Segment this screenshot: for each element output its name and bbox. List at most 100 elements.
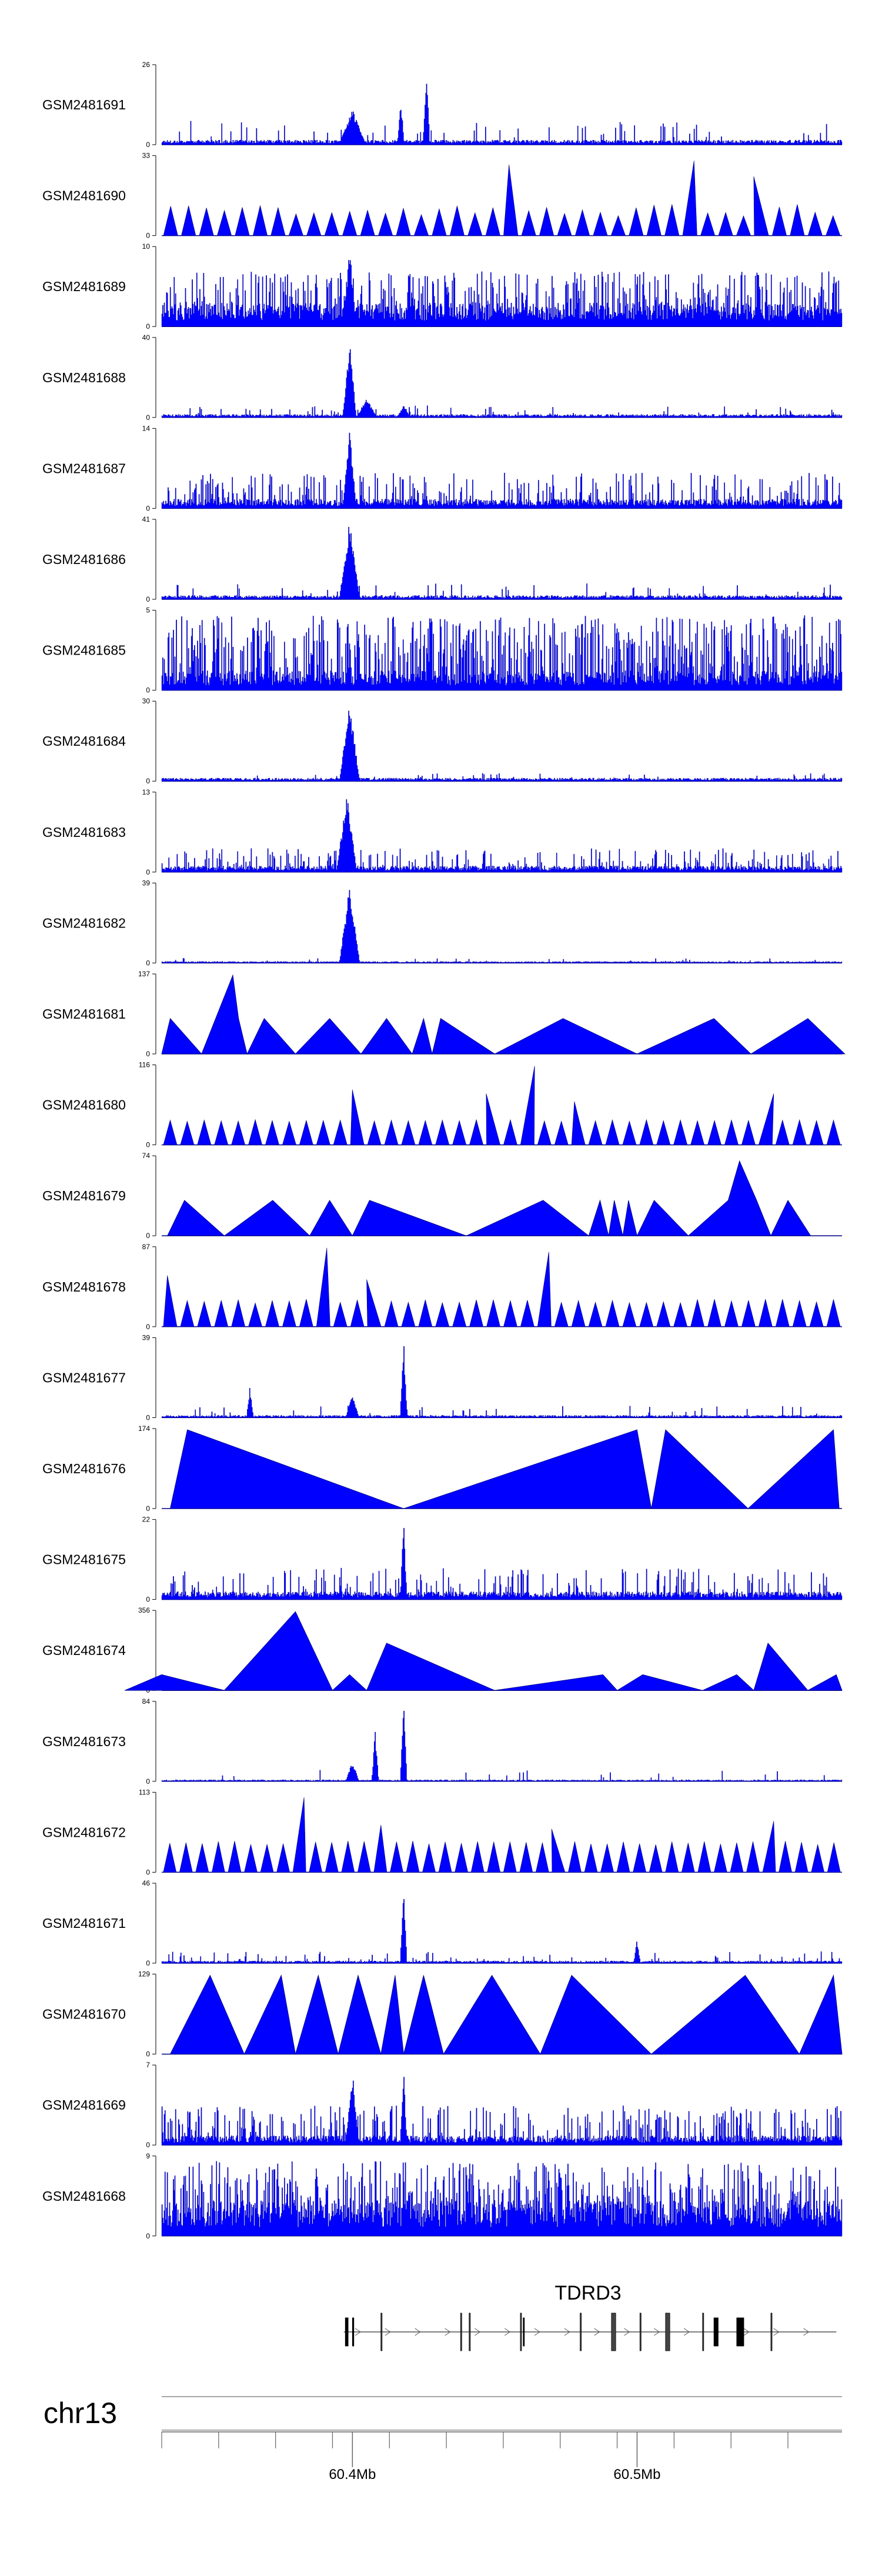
ymax-label: 7 [146, 2061, 150, 2069]
strand-arrow [475, 2328, 481, 2336]
track-label: GSM2481680 [42, 1097, 126, 1113]
ymax-label: 30 [142, 697, 151, 705]
exon [460, 2313, 462, 2351]
coverage-area [124, 1611, 843, 1691]
ymax-label: 356 [138, 1606, 150, 1614]
strand-arrow [504, 2328, 511, 2336]
exon [770, 2313, 773, 2351]
coverage-area [161, 890, 843, 963]
ymax-label: 10 [142, 242, 151, 251]
exon [665, 2313, 670, 2351]
track-label: GSM2481685 [42, 643, 126, 658]
ymin-label: 0 [146, 2141, 150, 2149]
coverage-area [162, 1247, 842, 1327]
exon [523, 2317, 525, 2347]
track-GSM2481688: GSM2481688 40 0 [42, 333, 843, 422]
chromosome-label: chr13 [44, 2397, 117, 2430]
strand-arrow [445, 2328, 451, 2336]
track-GSM2481691: GSM2481691 26 0 [42, 61, 843, 149]
ymin-label: 0 [146, 413, 150, 422]
ymin-label: 0 [146, 504, 150, 512]
track-label: GSM2481676 [42, 1461, 126, 1476]
ymin-label: 0 [146, 1413, 150, 1422]
ymin-label: 0 [146, 1504, 150, 1513]
coverage-area [161, 1710, 843, 1781]
exon [345, 2317, 349, 2347]
exon [736, 2317, 744, 2347]
track-GSM2481690: GSM2481690 33 0 [42, 152, 842, 240]
track-GSM2481672: GSM2481672 113 0 [42, 1788, 842, 1876]
track-label: GSM2481677 [42, 1370, 126, 1385]
ymax-label: 40 [142, 333, 151, 342]
ymax-label: 174 [138, 1424, 150, 1433]
track-GSM2481682: GSM2481682 39 0 [42, 879, 843, 967]
ymin-label: 0 [146, 141, 150, 149]
coverage-area [161, 2077, 843, 2145]
track-label: GSM2481687 [42, 461, 126, 476]
coverage-area [162, 1066, 842, 1145]
axis-tick-label: 60.4Mb [329, 2467, 376, 2482]
coverage-area [161, 1346, 843, 1418]
gene-model: TDRD3 [343, 2282, 837, 2351]
ymax-label: 13 [142, 788, 151, 796]
strand-arrow [385, 2328, 391, 2336]
coverage-area [161, 799, 843, 872]
track-label: GSM2481678 [42, 1279, 126, 1294]
ymin-label: 0 [146, 1050, 150, 1058]
coverage-area [161, 526, 843, 600]
track-label: GSM2481689 [42, 279, 126, 294]
ymax-label: 116 [139, 1061, 150, 1069]
track-GSM2481669: GSM2481669 7 0 [42, 2061, 843, 2149]
coverage-area [161, 615, 843, 690]
strand-arrow [743, 2328, 750, 2336]
track-GSM2481679: GSM2481679 74 0 [42, 1152, 842, 1240]
genomic-axis: 60.4Mb 60.5Mb [161, 2431, 842, 2482]
track-GSM2481675: GSM2481675 22 0 [42, 1516, 843, 1604]
track-GSM2481689: GSM2481689 10 0 [42, 242, 843, 331]
strand-arrow [415, 2328, 421, 2336]
ymax-label: 137 [138, 970, 150, 978]
track-GSM2481687: GSM2481687 14 0 [42, 424, 843, 512]
exon [611, 2313, 616, 2351]
ymax-label: 84 [142, 1697, 151, 1706]
ymin-label: 0 [146, 1596, 150, 1604]
ymax-label: 129 [138, 1970, 150, 1978]
track-GSM2481685: GSM2481685 5 0 [42, 606, 843, 695]
track-GSM2481683: GSM2481683 13 0 [42, 788, 843, 876]
axis-tick-label: 60.5Mb [613, 2467, 660, 2482]
strand-arrow [564, 2328, 570, 2336]
exon [352, 2317, 355, 2347]
ymin-label: 0 [146, 322, 150, 331]
coverage-area [167, 1160, 811, 1237]
ymin-label: 0 [146, 232, 150, 240]
ymax-label: 113 [139, 1788, 150, 1796]
coverage-area [162, 1797, 842, 1873]
track-label: GSM2481683 [42, 825, 126, 840]
ymin-label: 0 [146, 777, 150, 785]
track-label: GSM2481690 [42, 188, 126, 203]
strand-arrow [534, 2328, 540, 2336]
track-label: GSM2481691 [42, 97, 126, 112]
exon [702, 2313, 704, 2351]
ymax-label: 5 [146, 606, 150, 615]
ymax-label: 39 [142, 879, 151, 887]
coverage-area [161, 1528, 843, 1600]
track-label: GSM2481672 [42, 1824, 126, 1840]
track-label: GSM2481673 [42, 1734, 126, 1749]
gene-name: TDRD3 [554, 2282, 621, 2304]
track-GSM2481673: GSM2481673 84 0 [42, 1697, 843, 1786]
ymax-label: 33 [142, 152, 151, 160]
ymin-label: 0 [146, 1777, 150, 1786]
track-GSM2481677: GSM2481677 39 0 [42, 1333, 843, 1422]
ymax-label: 87 [142, 1243, 151, 1251]
track-GSM2481684: GSM2481684 30 0 [42, 697, 843, 785]
track-GSM2481681: GSM2481681 137 0 [42, 970, 846, 1058]
ymin-label: 0 [146, 1232, 150, 1240]
ymax-label: 26 [142, 61, 151, 69]
ymin-label: 0 [146, 686, 150, 695]
track-GSM2481676: GSM2481676 174 0 [42, 1424, 842, 1513]
coverage-area [161, 1899, 843, 1964]
strand-arrow [355, 2328, 361, 2336]
track-label: GSM2481688 [42, 370, 126, 385]
track-label: GSM2481682 [42, 915, 126, 930]
